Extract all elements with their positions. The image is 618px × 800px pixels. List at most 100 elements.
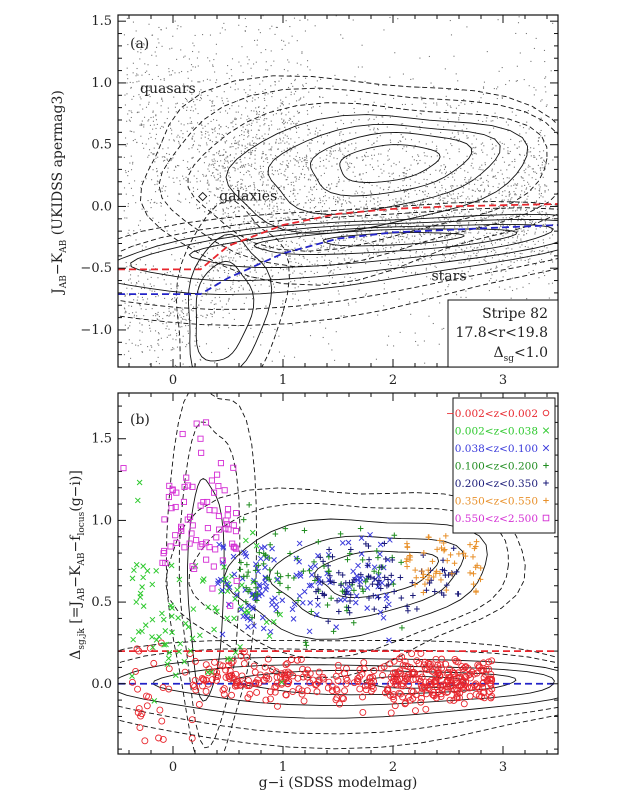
data-point: [248, 59, 250, 61]
data-point: [140, 287, 143, 290]
data-point: [472, 167, 474, 169]
data-point: [213, 669, 221, 676]
data-point: [530, 60, 532, 62]
data-point: [416, 260, 418, 262]
data-point: [348, 144, 350, 146]
data-point: [336, 700, 344, 708]
data-point: [416, 204, 419, 206]
data-point: [306, 60, 309, 62]
data-point: [255, 244, 258, 246]
data-point: [234, 117, 236, 119]
data-point: [503, 208, 505, 210]
data-point: [513, 191, 515, 193]
data-point: [363, 206, 365, 208]
data-point: [528, 128, 530, 130]
data-point: [401, 239, 403, 241]
data-point: [465, 232, 467, 234]
data-point: [231, 122, 233, 124]
data-point: [201, 295, 203, 297]
data-point: [223, 91, 225, 93]
data-point: [180, 290, 182, 292]
data-point: [377, 160, 379, 162]
data-point: [383, 282, 385, 285]
data-point: [379, 187, 381, 189]
data-point: [255, 107, 257, 109]
data-point: [443, 274, 445, 276]
data-point: [328, 272, 330, 274]
data-point: [344, 200, 347, 202]
data-point: [177, 285, 179, 287]
data-point: [480, 113, 482, 116]
data-point: [501, 142, 503, 145]
data-point: [520, 218, 523, 220]
data-point: [518, 153, 521, 155]
data-point: [272, 188, 274, 190]
data-point: [205, 130, 207, 132]
data-point: [510, 261, 512, 263]
data-point: [365, 164, 367, 166]
data-point: [400, 141, 402, 143]
data-point: [520, 238, 522, 240]
data-point: [282, 691, 290, 699]
data-point: [468, 255, 470, 257]
data-point: [141, 351, 143, 353]
data-point: [263, 97, 265, 99]
data-point: [172, 311, 174, 313]
data-point: [337, 196, 339, 198]
data-point: [521, 253, 523, 255]
data-point: [135, 311, 137, 313]
data-point: [422, 191, 424, 193]
data-point: [227, 166, 229, 168]
data-point: [425, 103, 427, 105]
data-point: [155, 360, 157, 363]
data-point: [198, 250, 200, 252]
data-point: [270, 618, 277, 625]
data-point: [331, 183, 333, 185]
data-point: [522, 177, 524, 179]
data-point: [417, 260, 420, 262]
data-point: [258, 129, 260, 131]
data-point: [249, 220, 251, 222]
data-point: [466, 208, 468, 210]
data-point: [259, 179, 261, 181]
data-point: [290, 138, 292, 140]
data-point: [206, 314, 209, 316]
data-point: [211, 128, 213, 130]
data-point: [538, 260, 541, 262]
data-point: [383, 305, 385, 307]
data-point: [128, 182, 130, 185]
data-point: [367, 220, 370, 222]
data-point: [430, 82, 432, 84]
data-point: [221, 133, 223, 136]
data-point: [200, 242, 202, 244]
data-point: [315, 283, 317, 285]
data-point: [229, 160, 232, 162]
data-point: [449, 19, 451, 22]
data-point: [466, 692, 474, 700]
data-point: [402, 172, 404, 174]
data-point: [317, 264, 319, 266]
data-point: [537, 240, 539, 242]
data-point: [364, 294, 366, 296]
data-point: [168, 602, 174, 609]
data-point: [468, 275, 470, 277]
data-point: [258, 106, 260, 108]
data-point: [460, 167, 462, 169]
data-point: [157, 75, 159, 78]
data-point: [220, 154, 222, 156]
data-point: [493, 163, 495, 165]
data-point: [355, 180, 357, 182]
data-point: [258, 118, 260, 121]
data-point: [458, 104, 460, 107]
data-point: [519, 154, 521, 156]
data-point: [233, 279, 235, 281]
data-point: [410, 139, 413, 141]
data-point: [466, 155, 468, 157]
data-point: [540, 135, 542, 137]
data-point: [435, 169, 437, 171]
data-point: [318, 96, 321, 98]
data-point: [338, 150, 340, 152]
data-point: [296, 40, 298, 42]
data-point: [503, 143, 505, 145]
data-point: [283, 174, 285, 176]
